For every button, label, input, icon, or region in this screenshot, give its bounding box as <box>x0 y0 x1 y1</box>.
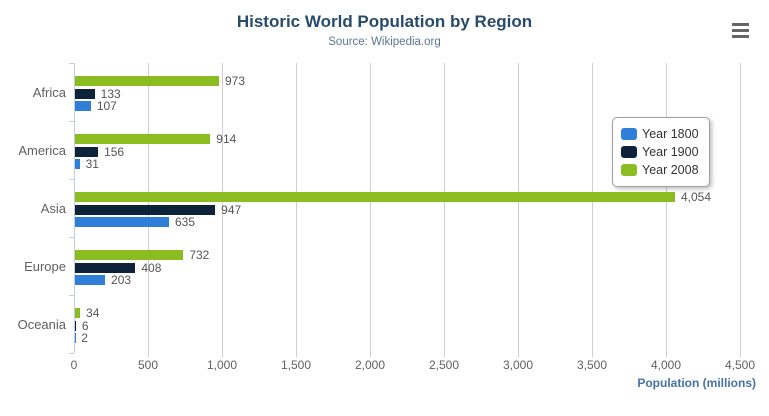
legend-item-year-1800[interactable]: Year 1800 <box>621 125 699 143</box>
data-label: 732 <box>189 248 210 262</box>
category-label-america: America <box>18 142 66 158</box>
legend-label: Year 2008 <box>642 163 699 177</box>
data-label: 2 <box>81 331 88 345</box>
gridline <box>370 63 371 357</box>
y-axis-tick <box>69 295 74 296</box>
y-axis-tick <box>69 121 74 122</box>
legend-item-year-1900[interactable]: Year 1900 <box>621 143 699 161</box>
gridline <box>740 63 741 357</box>
legend-label: Year 1900 <box>642 145 699 159</box>
context-menu-button[interactable] <box>731 22 750 39</box>
x-axis-title: Population (millions) <box>637 376 756 390</box>
legend-label: Year 1800 <box>642 127 699 141</box>
x-tick-label: 2,500 <box>428 358 460 372</box>
data-label: 973 <box>225 74 246 88</box>
data-label: 133 <box>100 86 121 101</box>
data-label: 635 <box>174 215 195 229</box>
bar-america-year-2008[interactable] <box>75 134 211 144</box>
y-axis-tick <box>69 353 74 354</box>
data-label: 156 <box>104 144 125 159</box>
plot-area: 973 133 107 914 156 31 4,054 947 635 732 408 203 34 6… <box>69 63 741 357</box>
data-label: 408 <box>141 260 162 275</box>
x-tick-label: 1,500 <box>280 358 312 372</box>
bar-africa-year-2008[interactable] <box>75 76 219 86</box>
data-label: 914 <box>216 132 237 146</box>
bar-oceania-year-2008[interactable] <box>75 308 81 318</box>
gridline <box>518 63 519 357</box>
gridline <box>666 63 667 357</box>
data-label: 203 <box>111 273 132 287</box>
bar-oceania-year-1900[interactable] <box>75 320 76 331</box>
gridline <box>222 63 223 357</box>
hamburger-icon <box>732 35 749 38</box>
data-label: 34 <box>86 306 100 320</box>
legend-swatch-icon <box>621 164 637 176</box>
category-label-africa: Africa <box>32 84 66 100</box>
data-label: 947 <box>221 202 242 217</box>
x-tick-label: 1,000 <box>206 358 238 372</box>
x-tick-label: 500 <box>137 358 159 372</box>
hamburger-icon <box>732 29 749 32</box>
x-tick-label: 3,000 <box>502 358 534 372</box>
category-label-oceania: Oceania <box>17 316 66 332</box>
bar-europe-year-1800[interactable] <box>75 275 106 285</box>
x-tick-label: 4,500 <box>724 358 756 372</box>
legend-item-year-2008[interactable]: Year 2008 <box>621 161 699 179</box>
gridline <box>592 63 593 357</box>
bar-africa-year-1800[interactable] <box>75 101 91 111</box>
data-label: 31 <box>85 157 99 171</box>
legend-box: Year 1800 Year 1900 Year 2008 <box>612 117 710 187</box>
x-tick-label: 0 <box>70 358 78 372</box>
bar-africa-year-1900[interactable] <box>75 88 95 99</box>
data-label: 4,054 <box>680 190 712 204</box>
gridline <box>444 63 445 357</box>
y-axis-tick <box>69 179 74 180</box>
legend-swatch-icon <box>621 128 637 140</box>
bar-europe-year-1900[interactable] <box>75 262 136 273</box>
gridline <box>296 63 297 357</box>
bar-europe-year-2008[interactable] <box>75 250 184 260</box>
chart-title: Historic World Population by Region <box>236 12 533 31</box>
x-tick-label: 3,500 <box>576 358 608 372</box>
y-axis-tick <box>69 237 74 238</box>
hamburger-icon <box>732 23 749 26</box>
data-label: 107 <box>96 99 117 113</box>
category-label-asia: Asia <box>40 200 66 216</box>
x-tick-label: 4,000 <box>650 358 682 372</box>
bar-asia-year-1900[interactable] <box>75 204 216 215</box>
chart-subtitle: Source: Wikipedia.org <box>328 36 441 48</box>
legend-swatch-icon <box>621 146 637 158</box>
x-tick-label: 2,000 <box>354 358 386 372</box>
bar-asia-year-2008[interactable] <box>75 192 675 202</box>
bar-america-year-1800[interactable] <box>75 159 80 169</box>
data-label: 6 <box>81 318 89 333</box>
bar-asia-year-1800[interactable] <box>75 217 169 227</box>
bar-america-year-1900[interactable] <box>75 146 99 157</box>
y-axis-tick <box>69 63 74 64</box>
category-label-europe: Europe <box>24 258 66 274</box>
